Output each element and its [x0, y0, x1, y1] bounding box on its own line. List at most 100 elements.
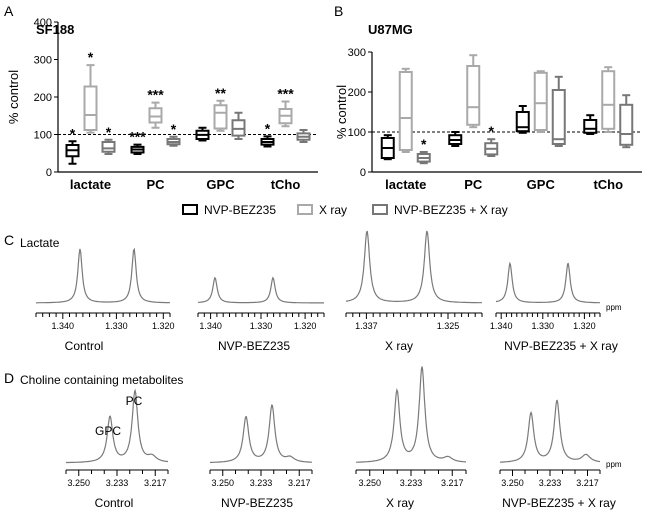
x-tick-label: lactate — [385, 177, 426, 192]
ppm-tick-label: 1.320 — [152, 321, 175, 331]
x-tick-label: lactate — [70, 177, 111, 192]
significance-marker: * — [171, 121, 177, 137]
panel-letter-c: C — [4, 232, 14, 248]
x-tick-label: PC — [464, 177, 483, 192]
y-tick-label: 100 — [348, 127, 366, 139]
box-PC-2: * — [484, 123, 499, 157]
ppm-tick-label: 3.233 — [250, 478, 273, 488]
legend-swatch — [297, 204, 313, 215]
ppm-tick-label: 1.337 — [355, 321, 378, 331]
spectrum-label: X ray — [385, 339, 413, 353]
y-tick-label: 400 — [34, 17, 52, 29]
box-rect — [583, 119, 598, 134]
box-PC-0: *** — [129, 129, 146, 155]
spectrum-label: Control — [95, 496, 134, 510]
box-rect — [551, 89, 566, 145]
box-tCho-2 — [296, 129, 311, 143]
box-lactate-0: * — [65, 125, 80, 165]
ppm-tick-label: 3.250 — [211, 478, 234, 488]
ppm-tick-label: 3.250 — [358, 478, 381, 488]
ppm-tick-label: 3.217 — [576, 478, 599, 488]
y-tick-label: 200 — [34, 92, 52, 104]
significance-marker: *** — [277, 86, 294, 102]
box-PC-0 — [448, 131, 463, 147]
ppm-tick-label: 3.217 — [144, 478, 167, 488]
box-tCho-0 — [583, 114, 598, 135]
choline-spectra: 3.250 3.233 3.217 Control 3.250 3.233 3.217 NVP… — [65, 366, 622, 510]
spectrum-line — [356, 366, 466, 463]
spectrum-label: X ray — [386, 496, 414, 510]
ppm-tick-label: 1.320 — [294, 321, 317, 331]
spectrum-line — [36, 247, 170, 304]
legend-label: NVP-BEZ235 — [204, 203, 276, 217]
y-tick-label: 300 — [34, 55, 52, 67]
box-lactate-1: * — [83, 49, 98, 134]
ppm-tick-label: 3.217 — [441, 478, 464, 488]
legend-item: X ray — [297, 203, 347, 217]
spectrum-label: NVP-BEZ235 — [221, 496, 293, 510]
legend-swatch — [372, 204, 388, 215]
y-tick-label: 300 — [348, 47, 366, 59]
spectrum-0: 3.250 3.233 3.217 Control — [65, 388, 169, 510]
ppm-unit-label: ppm — [606, 303, 622, 312]
legend-item: NVP-BEZ235 + X ray — [372, 203, 508, 217]
y-tick-label: 0 — [46, 167, 52, 179]
box-lactate-1 — [398, 67, 413, 153]
ppm-tick-label: 3.233 — [106, 478, 129, 488]
spectrum-line — [495, 261, 600, 304]
significance-marker: *** — [147, 87, 164, 103]
box-GPC-1: ** — [213, 85, 228, 132]
box-GPC-2 — [551, 75, 566, 147]
significance-marker: *** — [129, 129, 146, 145]
spectrum-line — [66, 388, 169, 464]
box-PC-2: * — [166, 121, 181, 147]
spectrum-0: 1.340 1.330 1.320 Control — [35, 247, 175, 353]
y-axis-label: % control — [334, 85, 349, 139]
panel-d-title: Choline containing metabolites — [20, 373, 183, 387]
box-rect — [619, 103, 634, 146]
box-tCho-0: * — [260, 120, 275, 148]
box-rect — [213, 104, 228, 130]
ppm-tick-label: 1.330 — [532, 321, 555, 331]
box-tCho-2 — [619, 94, 634, 149]
peak-label-gpc: GPC — [95, 424, 121, 438]
ppm-tick-label: 1.325 — [437, 321, 460, 331]
box-rect — [101, 141, 116, 153]
box-PC-1 — [466, 54, 481, 129]
y-tick-label: 200 — [348, 87, 366, 99]
x-tick-label: PC — [146, 177, 165, 192]
spectrum-3: 1.340 1.330 1.320 NVP-BEZ235 + X ray ppm — [490, 261, 622, 353]
box-rect — [515, 111, 530, 133]
chart-a-title: SF188 — [36, 22, 74, 37]
ppm-tick-label: 1.340 — [52, 321, 75, 331]
peak-label-pc: PC — [126, 394, 143, 408]
ppm-tick-label: 3.250 — [501, 478, 524, 488]
spectrum-line — [499, 399, 601, 463]
spectrum-label: NVP-BEZ235 — [218, 339, 290, 353]
spectrum-1: 1.340 1.330 1.320 NVP-BEZ235 — [197, 276, 325, 353]
ppm-unit-label: ppm — [606, 460, 622, 469]
ppm-tick-label: 1.330 — [105, 321, 128, 331]
ppm-tick-label: 3.250 — [67, 478, 90, 488]
box-lactate-2: * — [101, 124, 116, 155]
spectrum-1: 3.250 3.233 3.217 NVP-BEZ235 — [209, 404, 313, 510]
chart-b-title: U87MG — [368, 22, 413, 37]
box-GPC-1 — [533, 70, 548, 133]
significance-marker: * — [70, 125, 76, 141]
spectrum-2: 3.250 3.233 3.217 X ray — [355, 366, 467, 510]
significance-marker: ** — [215, 85, 226, 101]
spectrum-label: NVP-BEZ235 + X ray — [504, 339, 618, 353]
significance-marker: * — [489, 123, 495, 139]
x-tick-label: tCho — [593, 177, 623, 192]
spectrum-label: Control — [65, 339, 104, 353]
ppm-tick-label: 1.320 — [573, 321, 596, 331]
panel-letter-b: B — [334, 3, 343, 19]
box-GPC-0 — [515, 105, 530, 134]
legend-item: NVP-BEZ235 — [182, 203, 276, 217]
panel-letter-d: D — [4, 370, 14, 386]
box-GPC-2 — [231, 111, 246, 140]
legend: NVP-BEZ235 X ray NVP-BEZ235 + X ray — [182, 203, 508, 217]
significance-marker: * — [265, 120, 271, 136]
box-rect — [398, 71, 413, 151]
